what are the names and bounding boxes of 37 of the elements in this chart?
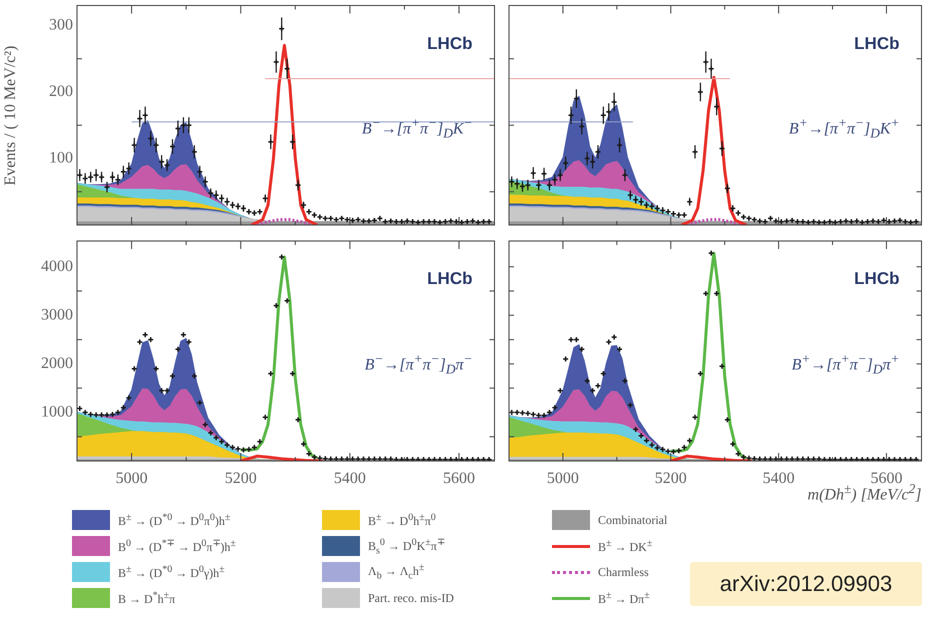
annotation: LHCb (854, 269, 900, 289)
text: B$^{0}$ → (D$^{*∓}$ → D$^{0}$π$^{∓}$)h$^{±}$ (118, 538, 236, 554)
legend-label: B$^{±}$ → DK$^{±}$ (598, 538, 652, 554)
text: arXiv:2012.09903 (690, 562, 922, 606)
x-tick-label: 5200 (224, 470, 257, 487)
legend-label: Λ$_{b}$ → Λ$_{c}$h$^{±}$ (368, 562, 424, 582)
text: B$^{+}$→[π$^{+}$π$^{−}$]$_{D}$π$^{+}$ (792, 351, 900, 377)
x-tick-label: 5400 (334, 470, 366, 487)
legend-label: Combinatorial (598, 512, 668, 528)
x-tick-label: 5600 (443, 470, 476, 487)
x-tick-label: 5000 (116, 470, 148, 487)
text: B$^{+}$→[π$^{+}$π$^{−}$]$_{D}$K$^{+}$ (788, 115, 900, 141)
annotation: LHCb (427, 269, 472, 289)
x-tick-label: 5600 (870, 470, 902, 487)
y-tick-label: 100 (49, 150, 73, 167)
x-tick-label: 5400 (762, 470, 795, 487)
text: B$^{±}$ → (D$^{*0}$ → D$^{0}$π$^{0}$)h$^{±}$ (118, 512, 230, 528)
x-tick-label: 5200 (654, 470, 687, 487)
text: B$_{s}$$^{0}$ → D$^{0}$K$^{±}$π$^{∓}$ (368, 536, 445, 556)
y-tick-label: 2000 (41, 355, 73, 372)
y-tick-label: 1000 (41, 404, 73, 421)
legend-label: Charmless (598, 564, 649, 580)
text: B$^{−}$→[π$^{+}$π$^{−}$]$_{D}$K$^{−}$ (362, 115, 472, 141)
legend-label: B$^{±}$ → Dπ$^{±}$ (598, 590, 650, 606)
x-tick-label: 5000 (546, 470, 579, 487)
annotation: LHCb (854, 34, 900, 54)
y-tick-label: 4000 (41, 258, 73, 275)
y-tick-label: 200 (49, 83, 73, 100)
y-axis-title: Events / ( 10 MeV/c²) (2, 44, 20, 188)
legend-label: Part. reco. mis-ID (368, 590, 454, 606)
legend-label: B → D$^{*}$h$^{±}$π (118, 590, 176, 606)
annotation: LHCb (427, 34, 472, 54)
y-tick-label: 3000 (41, 306, 73, 324)
text: B$^{−}$→[π$^{+}$π$^{−}$]$_{D}$π$^{−}$ (364, 351, 472, 377)
legend-label: B$^{±}$ → D$^{0}$h$^{±}$π$^{0}$ (368, 512, 436, 528)
y-tick-label: 300 (49, 16, 73, 34)
legend-label: B$^{±}$ → (D$^{*0}$ → D$^{0}$γ)h$^{±}$ (118, 564, 225, 580)
